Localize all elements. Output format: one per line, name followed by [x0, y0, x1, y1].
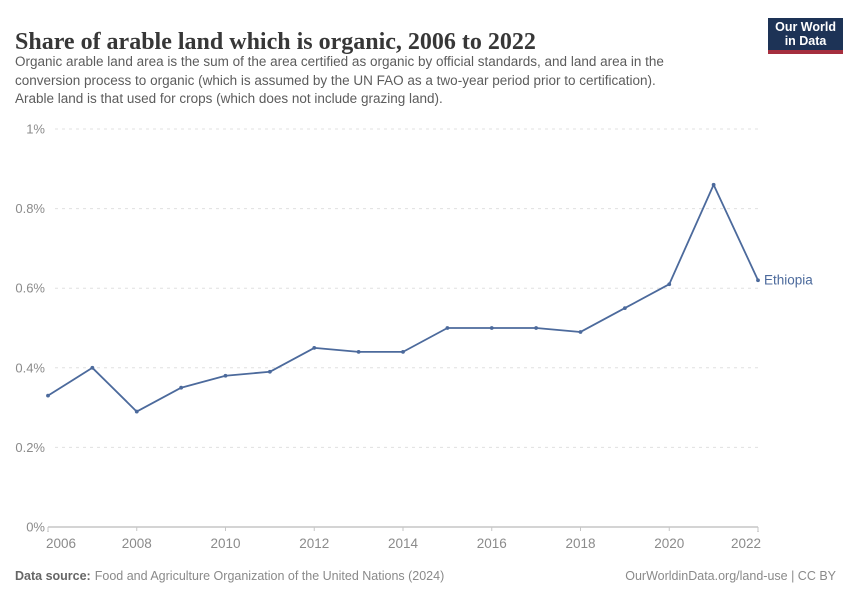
data-point-2018[interactable]	[578, 330, 583, 334]
series-end-label[interactable]: Ethiopia	[764, 273, 813, 288]
x-tick-label: 2022	[731, 536, 761, 551]
page-title: Share of arable land which is organic, 2…	[15, 29, 536, 56]
data-point-2013[interactable]	[356, 349, 361, 354]
x-tick-label: 2008	[122, 536, 152, 551]
subtitle-line: Arable land is that used for crops (whic…	[15, 91, 443, 106]
data-point-2008[interactable]	[134, 409, 139, 414]
x-tick-label: 2020	[654, 536, 684, 551]
footer-link[interactable]: OurWorldinData.org/land-use | CC BY	[625, 569, 836, 583]
owid-logo-line1: Our World	[775, 20, 836, 34]
y-tick-label: 0%	[26, 520, 45, 535]
chart-footer: Data source: Food and Agriculture Organiz…	[15, 569, 836, 583]
data-point-2010[interactable]	[223, 373, 228, 378]
subtitle-line: Organic arable land area is the sum of t…	[15, 54, 664, 69]
series-line-ethiopia	[47, 183, 759, 413]
x-tick-label: 2014	[388, 536, 419, 551]
data-point-2014[interactable]	[401, 349, 405, 354]
x-tick-label: 2010	[210, 536, 240, 551]
y-tick-label: 0.8%	[15, 201, 45, 216]
footer-datasource: Data source: Food and Agriculture Organiz…	[15, 569, 444, 583]
data-point-2009[interactable]	[179, 385, 184, 390]
x-tick-label: 2012	[299, 536, 329, 551]
data-point-2021[interactable]	[711, 182, 716, 187]
data-point-2006[interactable]	[46, 393, 50, 398]
y-tick-label: 0.4%	[15, 360, 45, 375]
data-point-2015[interactable]	[445, 326, 450, 330]
data-point-2019[interactable]	[622, 306, 627, 310]
y-tick-label: 0.2%	[15, 440, 45, 455]
data-point-2022[interactable]	[756, 278, 760, 283]
owid-logo-line2: in Data	[784, 33, 827, 48]
datasource-label: Data source:	[15, 569, 91, 583]
y-tick-label: 1%	[26, 122, 45, 137]
subtitle-line: conversion process to organic (which is …	[15, 72, 656, 88]
data-point-2020[interactable]	[667, 282, 672, 287]
data-point-2012[interactable]	[312, 346, 317, 350]
data-point-2007[interactable]	[90, 365, 95, 370]
datasource-text: Food and Agriculture Organization of the…	[94, 569, 445, 583]
x-tick-label: 2016	[477, 536, 507, 551]
data-point-2016[interactable]	[489, 326, 494, 330]
x-tick-label: 2006	[46, 536, 76, 551]
x-tick-label: 2018	[565, 536, 595, 551]
y-tick-label: 0.6%	[15, 281, 45, 296]
data-point-2011[interactable]	[267, 369, 272, 374]
data-point-2017[interactable]	[534, 326, 539, 330]
owid-logo: Our World in Data	[768, 18, 843, 54]
chart-subtitle: Organic arable land area is the sum of t…	[15, 53, 664, 109]
